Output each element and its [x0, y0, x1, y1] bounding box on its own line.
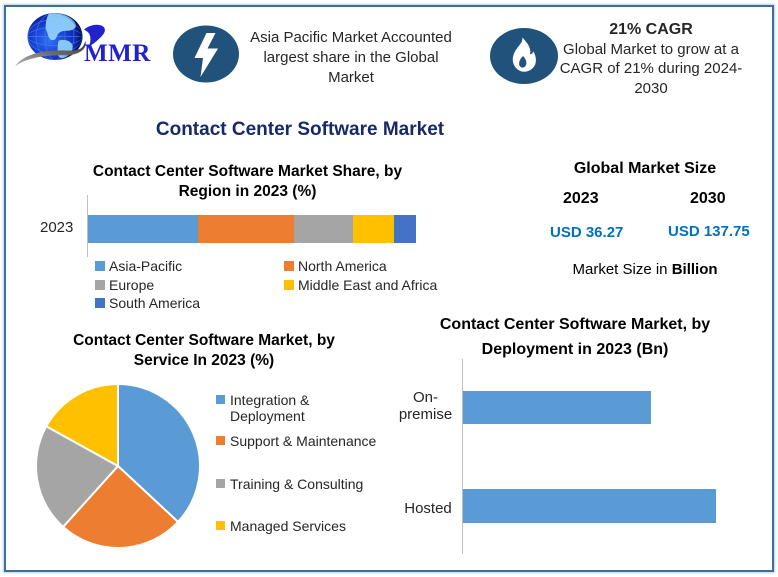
svg-text:MMR: MMR [84, 40, 151, 67]
